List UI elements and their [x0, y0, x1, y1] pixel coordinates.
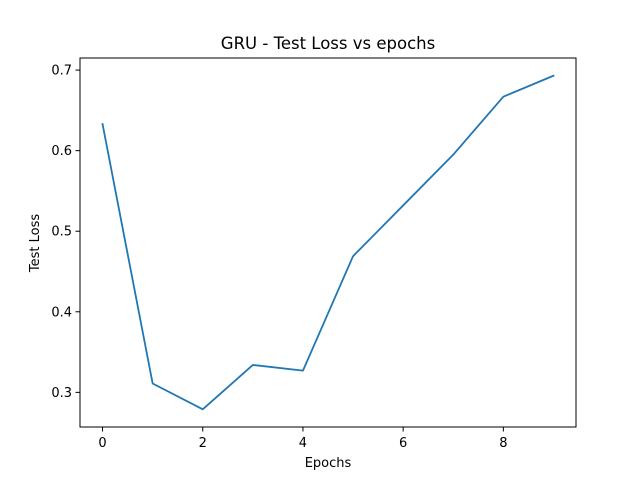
y-tick-label: 0.5 [51, 225, 72, 240]
chart-title: GRU - Test Loss vs epochs [221, 34, 435, 53]
y-tick-label: 0.3 [51, 386, 72, 401]
x-tick-label: 6 [399, 436, 407, 451]
y-tick-label: 0.7 [51, 64, 72, 79]
y-tick-label: 0.4 [51, 305, 72, 320]
x-tick-label: 4 [299, 436, 307, 451]
x-tick-label: 8 [499, 436, 507, 451]
x-tick-label: 2 [199, 436, 207, 451]
y-tick-label: 0.6 [51, 144, 72, 159]
x-axis-label: Epochs [305, 456, 352, 471]
y-axis-label: Test Loss [28, 214, 43, 273]
x-tick-label: 0 [98, 436, 106, 451]
